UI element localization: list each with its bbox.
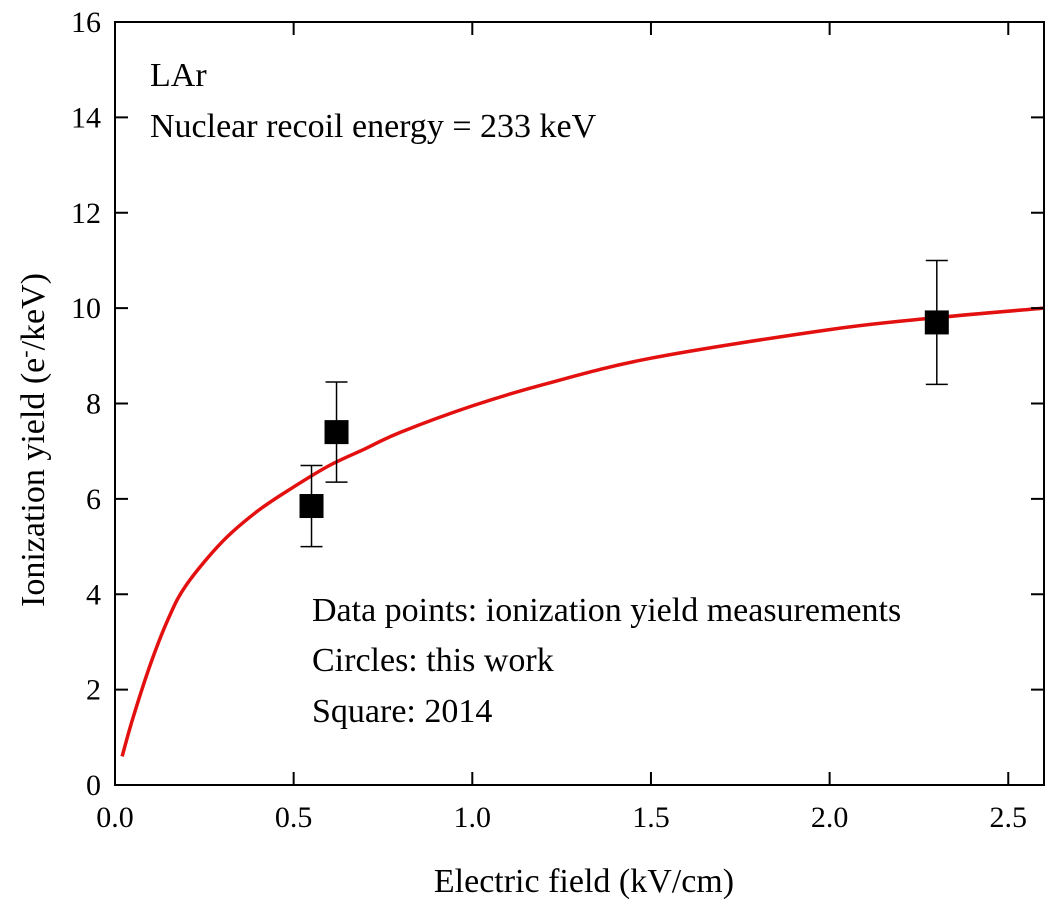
y-tick-label: 14 <box>71 101 101 134</box>
y-axis-title-sup: - <box>12 350 37 357</box>
data-point-square <box>324 420 349 445</box>
y-tick-label: 16 <box>71 6 101 39</box>
y-axis-title-main: Ionization yield (e <box>15 358 52 607</box>
y-axis-title: Ionization yield (e-/keV) <box>12 273 52 607</box>
y-tick-label: 0 <box>86 769 101 802</box>
x-axis-title: Electric field (kV/cm) <box>434 863 734 900</box>
y-tick-label: 8 <box>86 388 101 421</box>
annotation-lar: LAr <box>150 57 207 94</box>
y-axis-title-end: /keV) <box>15 273 52 350</box>
x-tick-label: 0.0 <box>96 801 134 834</box>
x-tick-label: 0.5 <box>275 801 313 834</box>
y-tick-label: 6 <box>86 483 101 516</box>
x-tick-label: 2.0 <box>811 801 849 834</box>
data-points-layer <box>299 259 949 548</box>
x-tick-label: 1.0 <box>454 801 492 834</box>
annotation-square: Square: 2014 <box>312 693 492 730</box>
fit-curve <box>120 306 1045 757</box>
y-tick-label: 4 <box>86 578 101 611</box>
annotation-data-points: Data points: ionization yield measuremen… <box>312 592 901 629</box>
y-tick-label: 2 <box>86 674 101 707</box>
ticks-layer: 0.0 0.5 1.0 1.5 2.0 2.5 0 2 4 6 8 10 12 14 16 <box>71 6 1044 834</box>
x-tick-label: 1.5 <box>632 801 670 834</box>
y-tick-label: 10 <box>71 292 101 325</box>
data-point-square <box>299 494 324 519</box>
y-tick-label: 12 <box>71 197 101 230</box>
annotation-recoil-energy: Nuclear recoil energy = 233 keV <box>150 108 597 145</box>
fit-curve-layer <box>120 306 1045 757</box>
x-tick-label: 2.5 <box>990 801 1028 834</box>
annotation-circles: Circles: this work <box>312 642 554 679</box>
data-point-square <box>924 310 949 335</box>
